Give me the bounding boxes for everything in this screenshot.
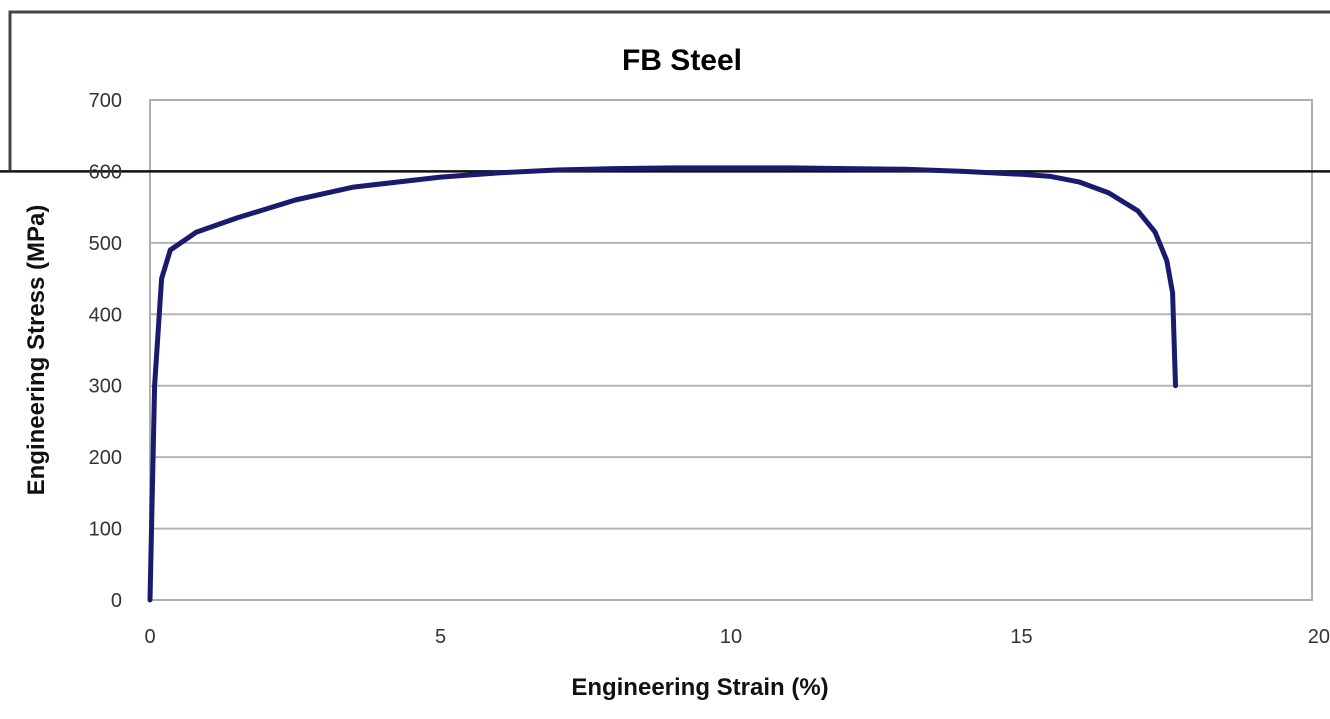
x-tick-label: 10 xyxy=(720,626,742,648)
y-axis-title: Engineering Stress (MPa) xyxy=(23,205,50,496)
x-tick-labels: 0 5 10 15 20 xyxy=(144,626,1330,648)
y-tick-label: 100 xyxy=(89,519,122,541)
y-tick-label: 500 xyxy=(89,233,122,255)
y-tick-label: 300 xyxy=(89,376,122,398)
y-tick-label: 700 xyxy=(89,90,122,112)
outer-border xyxy=(8,10,1330,170)
x-tick-label: 15 xyxy=(1010,626,1032,648)
y-tick-label: 400 xyxy=(89,304,122,326)
x-tick-label: 0 xyxy=(144,626,155,648)
y-tick-label: 200 xyxy=(89,447,122,469)
plot-area xyxy=(149,99,1313,601)
chart-title: FB Steel xyxy=(622,44,742,77)
series-layer xyxy=(147,165,1178,603)
y-tick-labels: 0 100 200 300 400 500 600 700 xyxy=(89,90,122,612)
y-tick-label: 600 xyxy=(89,161,122,183)
x-tick-label: 20 xyxy=(1308,626,1330,648)
y-tick-label: 0 xyxy=(111,590,122,612)
series-line xyxy=(147,165,1178,603)
x-tick-label: 5 xyxy=(435,626,446,648)
x-axis-title: Engineering Strain (%) xyxy=(571,674,828,701)
